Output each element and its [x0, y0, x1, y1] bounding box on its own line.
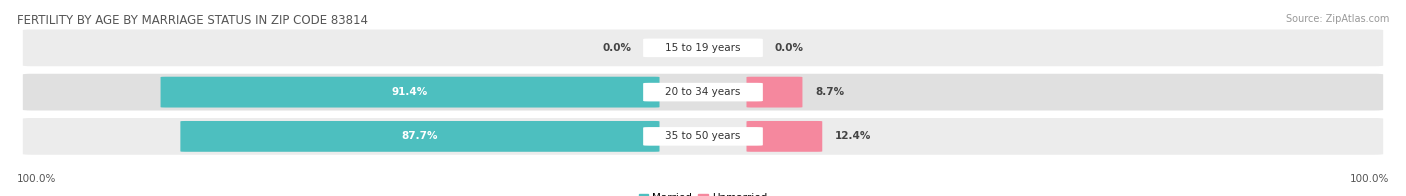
Text: 0.0%: 0.0%: [603, 43, 631, 53]
Legend: Married, Unmarried: Married, Unmarried: [634, 189, 772, 196]
FancyBboxPatch shape: [180, 121, 659, 152]
Text: 100.0%: 100.0%: [17, 174, 56, 184]
Text: 20 to 34 years: 20 to 34 years: [665, 87, 741, 97]
Text: FERTILITY BY AGE BY MARRIAGE STATUS IN ZIP CODE 83814: FERTILITY BY AGE BY MARRIAGE STATUS IN Z…: [17, 14, 368, 27]
FancyBboxPatch shape: [747, 121, 823, 152]
Text: 0.0%: 0.0%: [775, 43, 803, 53]
Text: 12.4%: 12.4%: [835, 131, 872, 141]
Text: 15 to 19 years: 15 to 19 years: [665, 43, 741, 53]
Text: Source: ZipAtlas.com: Source: ZipAtlas.com: [1285, 14, 1389, 24]
Text: 8.7%: 8.7%: [815, 87, 845, 97]
Text: 35 to 50 years: 35 to 50 years: [665, 131, 741, 141]
FancyBboxPatch shape: [22, 29, 1384, 66]
FancyBboxPatch shape: [160, 77, 659, 108]
Text: 91.4%: 91.4%: [392, 87, 429, 97]
FancyBboxPatch shape: [22, 74, 1384, 111]
FancyBboxPatch shape: [643, 127, 763, 146]
FancyBboxPatch shape: [22, 118, 1384, 155]
Text: 100.0%: 100.0%: [1350, 174, 1389, 184]
FancyBboxPatch shape: [643, 39, 763, 57]
Text: 87.7%: 87.7%: [402, 131, 439, 141]
FancyBboxPatch shape: [747, 77, 803, 108]
FancyBboxPatch shape: [643, 83, 763, 101]
